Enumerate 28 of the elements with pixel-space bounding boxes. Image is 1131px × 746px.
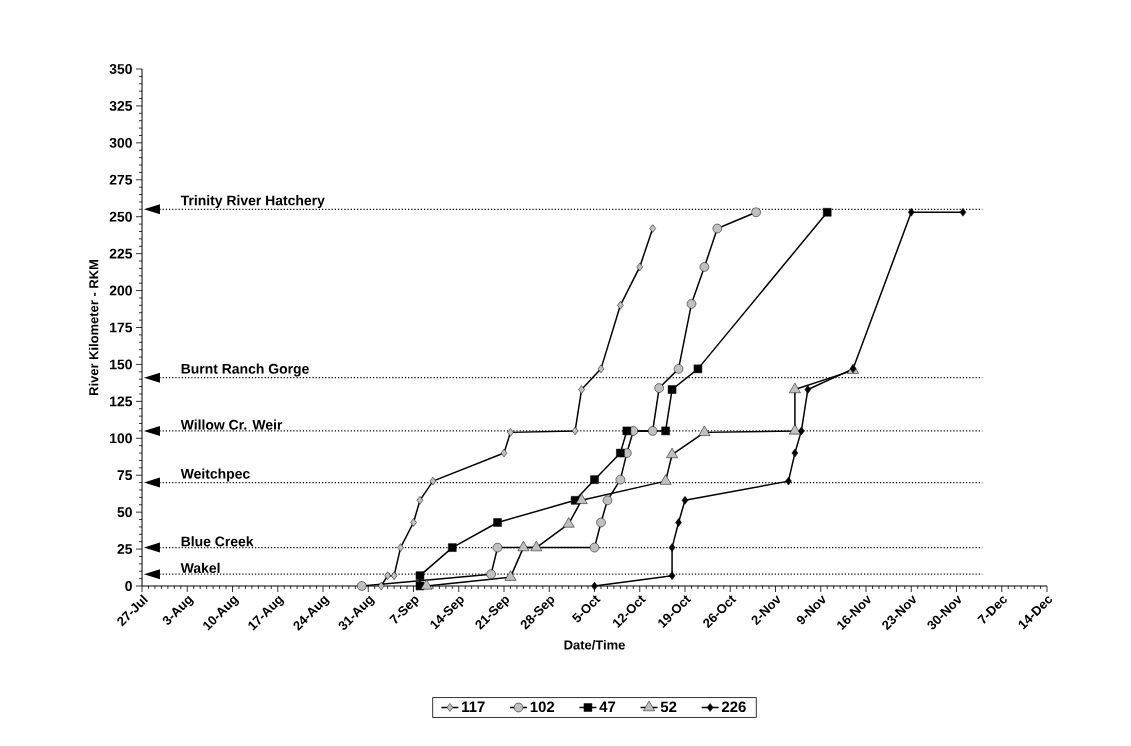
y-tick-label: 25 (117, 544, 133, 555)
y-tick-label: 125 (110, 396, 133, 407)
legend-label: 117 (462, 701, 485, 712)
y-tick-label: 200 (109, 285, 132, 296)
ref-line-label: Weitchpec (180, 468, 250, 482)
y-tick-label: 150 (110, 359, 132, 370)
ref-line-label: Wakel (180, 562, 220, 573)
y-tick-label: 325 (109, 100, 133, 111)
x-axis-title: Date/Time (564, 640, 625, 650)
y-tick-label: 175 (110, 322, 133, 333)
ref-line-label: Burnt Ranch Gorge (181, 363, 309, 377)
legend-label: 47 (599, 701, 616, 712)
y-tick-label: 50 (117, 507, 132, 518)
y-tick-label: 225 (109, 248, 133, 259)
ref-line-label: Blue Creek (181, 536, 254, 547)
y-tick-label: 0 (125, 581, 132, 591)
y-axis-title: River Kilometer - RKM (88, 260, 99, 396)
legend-label: 226 (721, 701, 746, 713)
legend-label: 102 (530, 701, 555, 713)
y-tick-label: 250 (109, 211, 132, 222)
y-tick-label: 275 (109, 174, 133, 185)
y-tick-label: 300 (109, 137, 132, 148)
ref-line-label: Trinity River Hatchery (180, 195, 325, 209)
y-tick-label: 75 (117, 470, 133, 481)
ref-line-label: Willow Cr. Weir (180, 419, 283, 430)
y-tick-label: 350 (109, 64, 132, 74)
legend-label: 52 (660, 701, 677, 713)
y-tick-label: 100 (110, 433, 132, 444)
